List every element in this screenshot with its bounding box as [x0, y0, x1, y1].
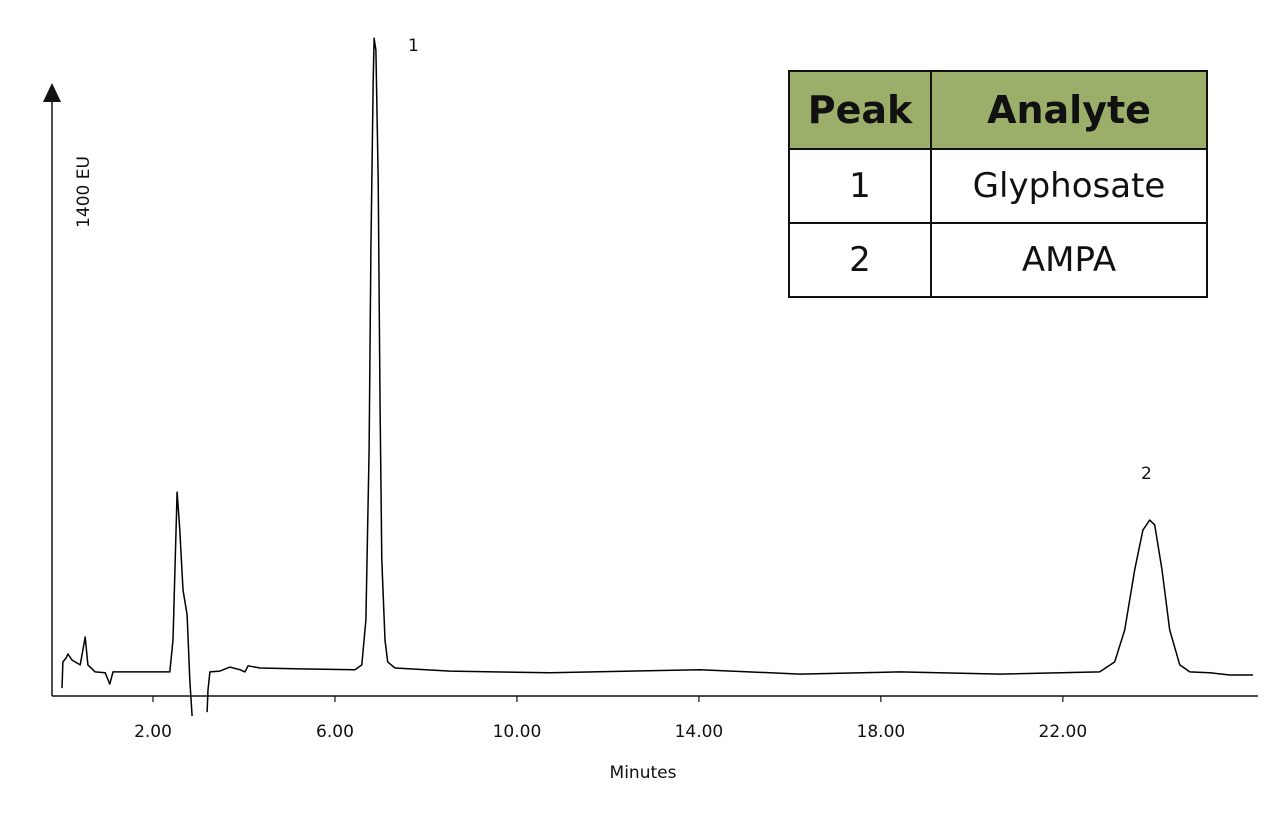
x-tick-label: 10.00: [493, 722, 542, 742]
peak-table: Peak Analyte 1 Glyphosate 2 AMPA: [788, 70, 1208, 298]
table-cell: 2: [788, 222, 932, 298]
table-cell: 1: [788, 148, 932, 224]
header-cell: Analyte: [930, 70, 1208, 150]
table-header: Peak Analyte: [788, 70, 1208, 150]
table-cell: Glyphosate: [930, 148, 1208, 224]
table-row: 1 Glyphosate: [788, 148, 1208, 224]
y-axis-arrow: [43, 83, 61, 102]
table-row: 2 AMPA: [788, 222, 1208, 298]
x-tick-label: 22.00: [1039, 722, 1088, 742]
x-tick-label: 18.00: [857, 722, 906, 742]
y-axis-label: 1400 EU: [74, 156, 94, 228]
x-axis-label: Minutes: [610, 763, 677, 783]
trace: [61, 37, 1253, 717]
table-cell: AMPA: [930, 222, 1208, 298]
header-cell: Peak: [788, 70, 932, 150]
x-tick-label: 2.00: [134, 722, 172, 742]
x-tick-label: 14.00: [675, 722, 724, 742]
x-tick-label: 6.00: [316, 722, 354, 742]
peak-label: 2: [1141, 464, 1152, 484]
peak-label: 1: [408, 36, 419, 56]
